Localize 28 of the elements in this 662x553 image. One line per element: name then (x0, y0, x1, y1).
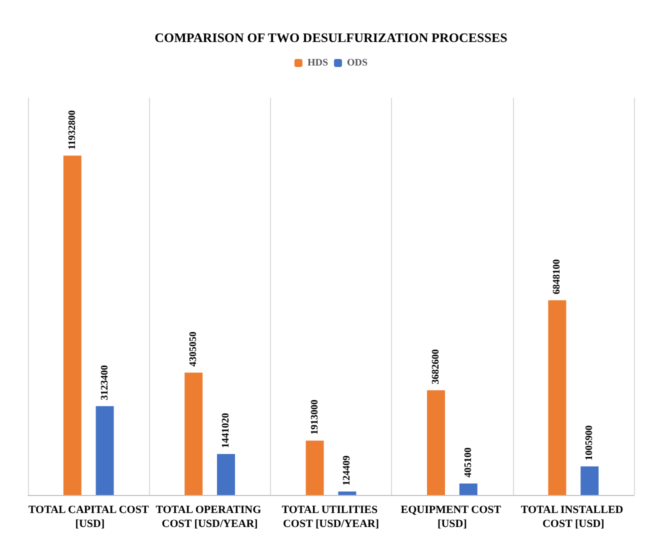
data-label: 1913000 (309, 400, 320, 435)
bar (427, 390, 445, 495)
bar (580, 466, 599, 495)
bar (548, 300, 566, 495)
data-label: 405100 (462, 447, 474, 478)
x-tick-label: TOTAL INSTALLED COST [USD] (520, 504, 626, 530)
data-label: 11932800 (66, 110, 78, 150)
data-label: 1441020 (220, 413, 232, 448)
data-label: 3682600 (430, 349, 442, 384)
data-label: 3123400 (99, 365, 110, 400)
legend-label: HDS (307, 58, 328, 68)
data-label: 1005900 (584, 425, 596, 460)
bar (338, 491, 356, 495)
bar (459, 483, 478, 495)
bar (306, 440, 324, 495)
x-tick-label: EQUIPMENT COST [USD] (400, 504, 504, 530)
bar (184, 372, 203, 495)
bar (217, 454, 235, 495)
data-label: 124409 (342, 455, 353, 486)
bar (63, 156, 82, 495)
legend-label: ODS (347, 58, 368, 68)
x-tick-label: TOTAL UTILITIES COST [USD/YEAR] (282, 504, 380, 530)
x-tick-label: TOTAL CAPITAL COST [USD] (28, 504, 150, 530)
chart-title: COMPARISON OF TWO DESULFURIZATION PROCESSES (154, 30, 508, 45)
bar (96, 406, 114, 495)
data-label: 4305050 (188, 332, 200, 367)
data-label: 6848100 (552, 259, 563, 294)
x-tick-label: TOTAL OPERATING COST [USD/YEAR] (156, 504, 264, 530)
